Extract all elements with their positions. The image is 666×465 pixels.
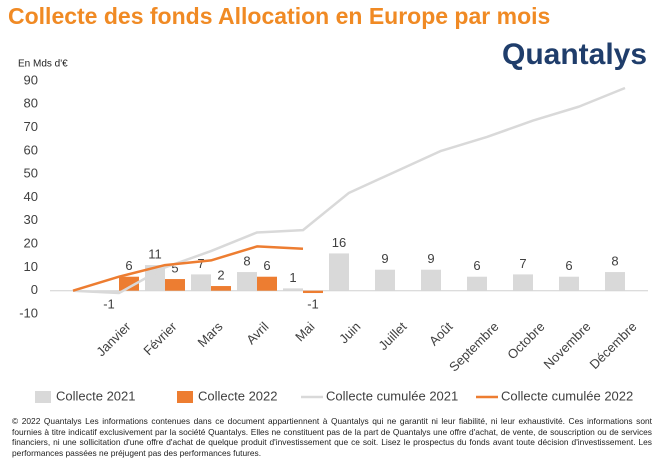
bar — [165, 279, 185, 291]
x-tick-label: Février — [140, 318, 180, 358]
data-label: 6 — [263, 258, 270, 273]
bar — [237, 272, 257, 291]
data-label: 8 — [243, 253, 250, 268]
data-label: 6 — [565, 258, 572, 273]
legend-swatch — [177, 391, 193, 403]
y-tick-label: 30 — [24, 212, 38, 227]
y-tick-label: 60 — [24, 142, 38, 157]
data-label: 5 — [171, 260, 178, 275]
data-label: -1 — [307, 296, 319, 311]
y-axis-label: En Mds d'€ — [18, 59, 68, 70]
bar — [191, 274, 211, 291]
bar — [329, 253, 349, 291]
legend-swatch — [35, 391, 51, 403]
y-tick-label: 90 — [24, 72, 38, 87]
bar — [283, 288, 303, 291]
data-label: 1 — [289, 270, 296, 285]
y-tick-label: 0 — [31, 282, 38, 297]
bar — [421, 269, 441, 291]
y-tick-label: 80 — [24, 96, 38, 111]
data-label: -1 — [103, 296, 115, 311]
legend-label: Collecte cumulée 2021 — [326, 388, 458, 403]
bar — [605, 272, 625, 291]
y-tick-label: -10 — [19, 305, 38, 320]
x-tick-label: Août — [426, 319, 456, 349]
x-tick-label: Avril — [243, 319, 271, 347]
data-label: 8 — [611, 253, 618, 268]
bar — [257, 276, 277, 291]
y-tick-label: 70 — [24, 119, 38, 134]
line — [72, 245, 304, 292]
bar — [119, 276, 139, 291]
x-tick-label: Septembre — [446, 319, 502, 375]
legend-label: Collecte 2021 — [56, 388, 136, 403]
y-tick-label: 20 — [24, 236, 38, 251]
bar — [303, 290, 323, 294]
x-tick-label: Décembre — [587, 319, 640, 372]
y-tick-label: 50 — [24, 166, 38, 181]
line — [72, 86, 626, 295]
legend-label: Collecte 2022 — [198, 388, 278, 403]
bar — [375, 269, 395, 291]
data-label: 11 — [148, 247, 162, 262]
legend-label: Collecte cumulée 2022 — [501, 388, 633, 403]
y-tick-label: 40 — [24, 189, 38, 204]
bar — [513, 274, 533, 291]
data-label: 6 — [125, 258, 132, 273]
bar — [211, 286, 231, 291]
x-tick-label: Juin — [336, 319, 363, 346]
x-tick-label: Mai — [292, 319, 317, 344]
data-label: 6 — [473, 258, 480, 273]
bar — [559, 276, 579, 291]
data-label: 2 — [217, 267, 224, 282]
data-label: 7 — [519, 256, 526, 271]
y-tick-label: 10 — [24, 259, 38, 274]
chart-title: Collecte des fonds Allocation en Europe … — [8, 3, 550, 29]
x-tick-label: Juillet — [375, 319, 409, 353]
x-tick-label: Mars — [195, 319, 226, 350]
footnote: © 2022 Quantalys Les informations conten… — [12, 416, 652, 458]
data-label: 7 — [197, 256, 204, 271]
logo: Quantalys — [502, 38, 647, 71]
data-label: 9 — [427, 251, 434, 266]
data-label: 9 — [381, 251, 388, 266]
x-tick-label: Novembre — [541, 319, 594, 372]
x-tick-label: Octobre — [504, 319, 547, 362]
bar — [467, 276, 487, 291]
x-tick-label: Janvier — [93, 318, 134, 359]
chart: Collecte des fonds Allocation en Europe … — [8, 3, 648, 403]
data-label: 16 — [332, 235, 346, 250]
